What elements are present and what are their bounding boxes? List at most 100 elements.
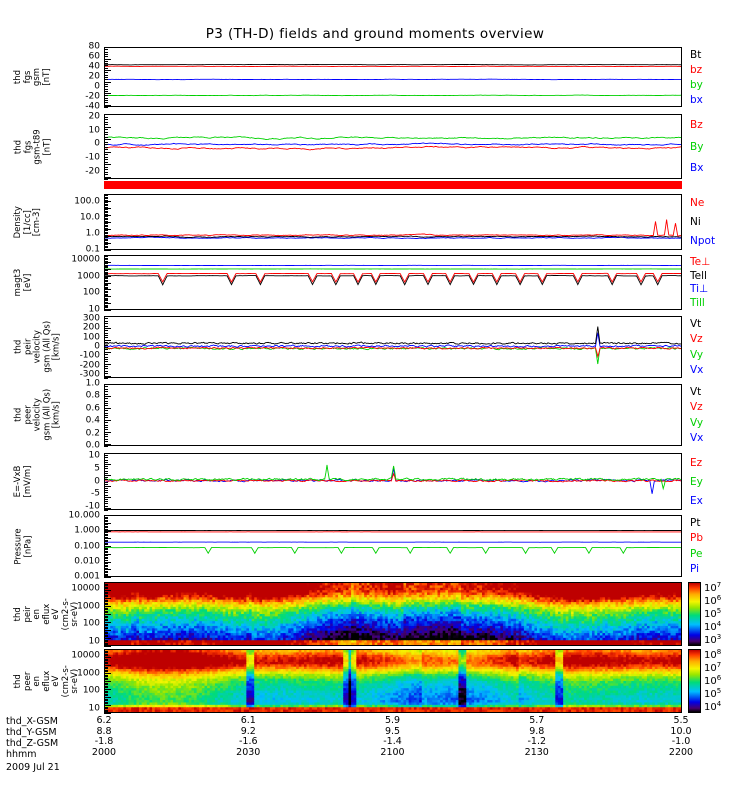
x-tick-group: 5.9 9.5 -1.4 2100 (363, 715, 423, 758)
panel-peir-velocity (104, 316, 682, 378)
legend-item-vt: Vt (690, 385, 702, 398)
x-tick-z-gsm: -1.2 (527, 736, 547, 747)
y-tick-label: 20 (88, 111, 100, 122)
panel-fgs-gsm-t89 (104, 114, 682, 179)
legend-item-vy: Vy (690, 416, 704, 429)
colorbar-tick: 108 (704, 647, 722, 662)
y-tick-label: -300 (79, 369, 100, 380)
y-tick-label: 100 (82, 332, 100, 343)
legend-item-pi: Pi (690, 563, 700, 575)
legend-item-bx: Bx (690, 161, 704, 174)
y-tick-label: 100 (82, 685, 100, 696)
y-tick-label: 0 (94, 341, 100, 352)
panel-peer-eflux (104, 649, 682, 713)
legend-item-pb: Pb (690, 532, 703, 544)
y-tick-label: 20 (88, 71, 100, 82)
legend-item-bz: bz (690, 63, 703, 76)
y-tick-label: 10 (88, 304, 100, 315)
y-tick-label: -200 (79, 360, 100, 371)
colorbar-tick: 107 (704, 660, 722, 675)
y-tick-label: 0.0 (85, 440, 100, 451)
colorbar-tick: 104 (704, 699, 722, 714)
x-axis-row-label: thd_Z-GSM (6, 738, 59, 749)
x-tick-hhmm: 2000 (91, 746, 117, 758)
panel-efield (104, 453, 682, 510)
y-tick-label: 1.000 (74, 525, 100, 536)
colorbar-tick: 104 (704, 619, 722, 634)
panel-density (104, 194, 682, 250)
x-tick-z-gsm: -1.8 (94, 736, 114, 747)
legend-item-te: Te⊥ (690, 255, 711, 268)
x-tick-z-gsm: -1.0 (671, 736, 691, 747)
y-tick-label: -100 (79, 350, 100, 361)
legend-item-bz: Bz (690, 118, 703, 131)
x-tick-group: 5.7 9.8 -1.2 2130 (507, 715, 567, 758)
panel-peir-eflux (104, 582, 682, 646)
y-tick-label: 80 (88, 41, 100, 52)
x-axis-row-label: thd_Y-GSM (6, 727, 57, 738)
y-tick-label: 100.0 (74, 196, 100, 207)
x-tick-y-gsm: 9.2 (240, 725, 256, 737)
y-tick-label: 0.1 (85, 244, 100, 255)
legend-item-till: Till (690, 296, 705, 309)
legend-item-pt: Pt (690, 516, 701, 529)
colorbar-tick: 107 (704, 580, 722, 595)
y-tick-label: 0.2 (85, 428, 100, 439)
y-tick-label: 300 (82, 313, 100, 324)
legend-item-ez: Ez (690, 456, 703, 469)
x-tick-y-gsm: 8.8 (96, 725, 112, 737)
colorbar-peir-eflux (688, 582, 701, 646)
x-tick-x-gsm: 6.2 (96, 715, 112, 726)
y-tick-label: 0.6 (85, 403, 100, 414)
y-tick-label: -5 (91, 488, 100, 499)
x-tick-group: 6.2 8.8 -1.8 2000 (74, 715, 134, 758)
y-tick-label: 1.0 (85, 378, 100, 389)
x-tick-z-gsm: -1.6 (238, 736, 258, 747)
x-tick-hhmm: 2100 (380, 746, 405, 758)
x-tick-x-gsm: 6.1 (240, 715, 256, 726)
y-tick-label: 100 (82, 618, 100, 629)
status-bar-red (104, 181, 682, 189)
y-tick-label: 0.8 (85, 390, 100, 401)
legend-item-vy: Vy (690, 348, 704, 361)
y-tick-label: -20 (85, 166, 100, 177)
page-title: P3 (TH-D) fields and ground moments over… (205, 26, 545, 42)
colorbar-tick: 106 (704, 593, 722, 608)
y-tick-label: 0.100 (74, 541, 100, 552)
x-tick-x-gsm: 5.9 (384, 715, 401, 726)
colorbar-tick: 105 (704, 606, 722, 621)
panel-peer-velocity (104, 384, 682, 446)
y-tick-label: 10000 (71, 254, 100, 265)
panel-pressure (104, 515, 682, 577)
y-tick-label: 1.0 (85, 228, 100, 239)
legend-item-ni: Ni (690, 215, 701, 228)
legend-item-vt: Vt (690, 317, 702, 330)
legend-item-npot: Npot (690, 234, 716, 247)
y-tick-label: -40 (85, 101, 100, 112)
y-tick-label: 0 (94, 138, 100, 149)
legend-item-vx: Vx (690, 364, 704, 376)
y-tick-label: 5 (94, 463, 100, 474)
x-tick-x-gsm: 5.5 (673, 715, 689, 726)
colorbar-peer-eflux (688, 649, 701, 713)
legend-item-ne: Ne (690, 197, 705, 210)
y-tick-label: 1000 (77, 668, 100, 679)
y-tick-label: 10.0 (79, 212, 100, 223)
y-tick-label: 10.000 (68, 510, 101, 521)
x-tick-group: 5.5 10.0 -1.0 2200 (651, 715, 711, 758)
y-tick-label: 10 (88, 450, 100, 461)
x-tick-y-gsm: 9.8 (529, 725, 545, 737)
y-tick-label: 10 (88, 636, 100, 647)
y-tick-label: 1000 (77, 271, 100, 282)
legend-item-bt: Bt (690, 48, 702, 61)
panel-fgs-gsm (104, 47, 682, 107)
date-label: 2009 Jul 21 (6, 762, 60, 773)
legend-item-ex: Ex (690, 494, 703, 507)
y-tick-label: 40 (88, 61, 100, 72)
colorbar-tick: 106 (704, 673, 722, 688)
legend-item-bx: bx (690, 93, 703, 106)
y-tick-label: 200 (82, 322, 100, 333)
colorbar-tick: 103 (704, 632, 722, 647)
x-tick-group: 6.1 9.2 -1.6 2030 (218, 715, 278, 758)
